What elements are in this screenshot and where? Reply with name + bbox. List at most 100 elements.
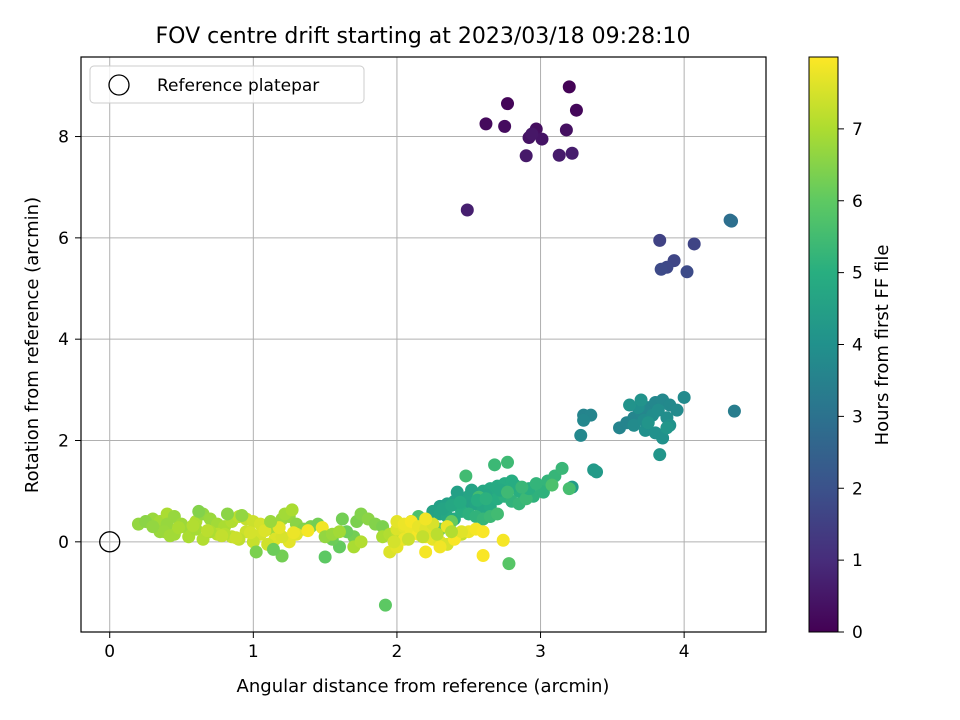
data-point — [519, 492, 533, 506]
data-point — [430, 527, 444, 541]
y-tick-label: 6 — [58, 229, 69, 249]
colorbar-ticks: 0 1 2 3 4 5 6 7 — [838, 120, 863, 643]
chart-title: FOV centre drift starting at 2023/03/18 … — [156, 24, 691, 49]
colorbar-tick-label: 1 — [852, 551, 863, 571]
data-point — [653, 233, 667, 247]
data-point — [529, 477, 543, 491]
legend-entry-reference: Reference platepar — [157, 76, 319, 96]
data-point — [479, 117, 493, 131]
data-point — [654, 262, 668, 276]
data-point — [287, 526, 301, 540]
data-point — [552, 148, 566, 162]
x-tick-label: 1 — [248, 642, 259, 662]
x-axis-ticks: 0 1 2 3 4 — [104, 632, 690, 662]
data-point — [515, 480, 529, 494]
plot-frame — [80, 56, 767, 633]
data-point — [569, 103, 583, 117]
data-point — [445, 525, 459, 539]
data-point — [192, 504, 206, 518]
data-point — [285, 503, 299, 517]
colorbar-tick-label: 0 — [852, 623, 863, 643]
data-point — [264, 515, 278, 529]
y-tick-label: 0 — [58, 533, 69, 553]
data-point — [562, 482, 576, 496]
data-point — [545, 478, 559, 492]
data-point — [501, 97, 515, 111]
y-tick-label: 4 — [58, 330, 69, 350]
x-axis-label: Angular distance from reference (arcmin) — [237, 676, 610, 697]
data-point — [488, 458, 502, 472]
colorbar-label: Hours from first FF file — [872, 245, 893, 446]
data-point — [215, 529, 229, 543]
y-axis-ticks: 0 2 4 6 8 — [58, 128, 81, 553]
data-point — [243, 526, 257, 540]
data-point — [559, 123, 573, 137]
colorbar-tick-label: 5 — [852, 264, 863, 284]
colorbar-tick-label: 4 — [852, 336, 863, 356]
data-point — [453, 495, 467, 509]
legend: Reference platepar — [89, 65, 365, 104]
reference-point — [99, 531, 121, 553]
data-point — [335, 512, 349, 526]
colorbar-tick-label: 6 — [852, 192, 863, 212]
data-point — [459, 469, 473, 483]
data-point — [677, 390, 691, 404]
data-point — [623, 398, 637, 412]
x-tick-label: 3 — [535, 642, 546, 662]
grid-lines — [81, 57, 766, 632]
data-point — [498, 119, 512, 133]
data-point — [496, 533, 510, 547]
data-point — [590, 465, 604, 479]
data-point — [641, 416, 655, 430]
data-point — [266, 542, 280, 556]
data-point — [476, 549, 490, 563]
y-tick-label: 2 — [58, 432, 69, 452]
data-point — [401, 532, 415, 546]
data-point — [634, 393, 648, 407]
y-tick-label: 8 — [58, 128, 69, 148]
x-tick-label: 2 — [392, 642, 403, 662]
data-point — [172, 521, 186, 535]
data-point — [574, 428, 588, 442]
data-point — [450, 485, 464, 499]
data-point — [687, 237, 701, 251]
data-point — [387, 535, 401, 549]
data-point — [680, 265, 694, 279]
data-point — [332, 525, 346, 539]
data-point — [476, 525, 490, 539]
data-point — [163, 529, 177, 543]
data-point — [502, 557, 516, 571]
data-point — [354, 535, 368, 549]
data-point — [490, 507, 504, 521]
data-point — [525, 127, 539, 141]
data-point — [235, 508, 249, 522]
data-point — [318, 550, 332, 564]
data-point — [627, 418, 641, 432]
data-point — [249, 545, 263, 559]
data-point — [660, 421, 674, 435]
scatter-points — [131, 80, 741, 612]
colorbar-tick-label: 3 — [852, 407, 863, 427]
colorbar-tick-label: 7 — [852, 120, 863, 140]
data-point — [146, 520, 160, 534]
x-tick-label: 0 — [104, 642, 115, 662]
data-point — [670, 403, 684, 417]
data-point — [419, 545, 433, 559]
x-tick-label: 4 — [679, 642, 690, 662]
data-point — [301, 524, 315, 538]
data-point — [725, 214, 739, 228]
colorbar — [808, 56, 839, 633]
data-point — [656, 431, 670, 445]
data-point — [433, 540, 447, 554]
data-point — [419, 512, 433, 526]
data-point — [577, 413, 591, 427]
data-point — [460, 203, 474, 217]
data-point — [479, 492, 493, 506]
legend-marker-reference — [108, 74, 130, 96]
data-point — [562, 80, 576, 94]
data-point — [378, 598, 392, 612]
data-point — [220, 507, 234, 521]
data-point — [535, 132, 549, 146]
colorbar-tick-label: 2 — [852, 479, 863, 499]
data-point — [416, 530, 430, 544]
